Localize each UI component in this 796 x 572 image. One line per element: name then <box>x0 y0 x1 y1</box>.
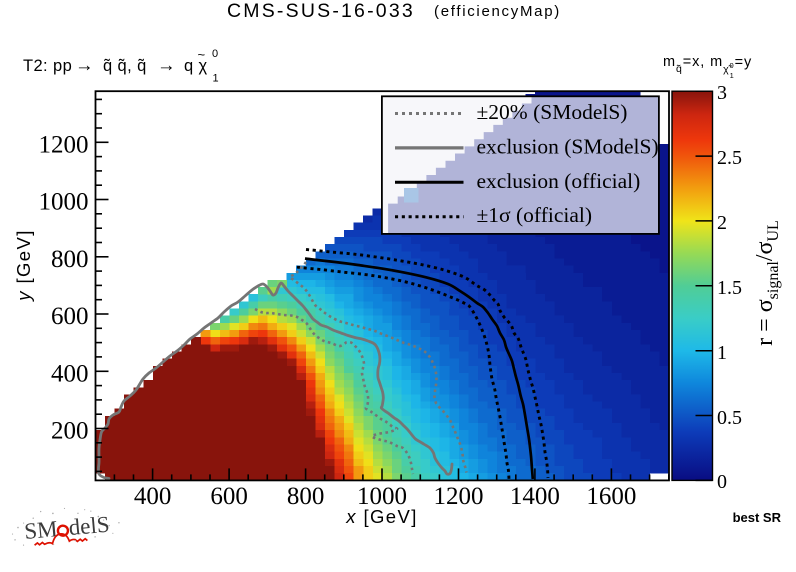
svg-text:0.5: 0.5 <box>717 407 742 429</box>
svg-text:(efficiencyMap): (efficiencyMap) <box>434 3 561 20</box>
svg-text:2.5: 2.5 <box>717 147 742 169</box>
svg-text:1000: 1000 <box>39 189 89 216</box>
svg-text:q̃ q̃, q̃: q̃ q̃, q̃ <box>103 57 147 75</box>
svg-text:→: → <box>157 54 176 75</box>
svg-text:r = σsignal/σUL: r = σsignal/σUL <box>752 220 782 346</box>
svg-text:0: 0 <box>717 471 727 493</box>
svg-text:200: 200 <box>51 418 89 445</box>
svg-text:400: 400 <box>51 360 89 387</box>
svg-text:q χ: q χ <box>184 57 208 75</box>
svg-text:exclusion (SModelS): exclusion (SModelS) <box>477 134 659 158</box>
svg-text:1.5: 1.5 <box>717 277 742 299</box>
svg-text:800: 800 <box>51 246 89 273</box>
svg-text:1: 1 <box>213 73 220 85</box>
svg-text:y [GeV]: y [GeV] <box>13 229 34 303</box>
svg-text:600: 600 <box>210 483 248 510</box>
svg-text:3: 3 <box>717 82 727 104</box>
svg-text:1200: 1200 <box>39 131 89 158</box>
svg-text:800: 800 <box>287 483 325 510</box>
svg-text:600: 600 <box>51 303 89 330</box>
svg-text:delS: delS <box>68 512 111 540</box>
svg-text:±20% (SModelS): ±20% (SModelS) <box>477 100 628 124</box>
svg-text:x [GeV]: x [GeV] <box>345 506 418 527</box>
svg-text:1400: 1400 <box>510 483 560 510</box>
svg-text:1200: 1200 <box>434 483 484 510</box>
svg-text:~: ~ <box>198 47 206 62</box>
svg-text:0: 0 <box>212 48 219 60</box>
svg-text:400: 400 <box>134 483 172 510</box>
svg-text:exclusion (official): exclusion (official) <box>477 169 641 193</box>
svg-text:2: 2 <box>717 212 727 234</box>
svg-text:±1σ (official): ±1σ (official) <box>477 203 593 227</box>
svg-text:best SR: best SR <box>733 510 782 525</box>
svg-text:T2: pp: T2: pp <box>23 57 72 75</box>
svg-text:1000: 1000 <box>357 483 407 510</box>
svg-text:1600: 1600 <box>586 483 636 510</box>
svg-text:CMS-SUS-16-033: CMS-SUS-16-033 <box>227 0 415 22</box>
svg-text:SM: SM <box>23 516 58 544</box>
svg-text:1: 1 <box>717 342 727 364</box>
svg-text:→: → <box>75 54 94 75</box>
